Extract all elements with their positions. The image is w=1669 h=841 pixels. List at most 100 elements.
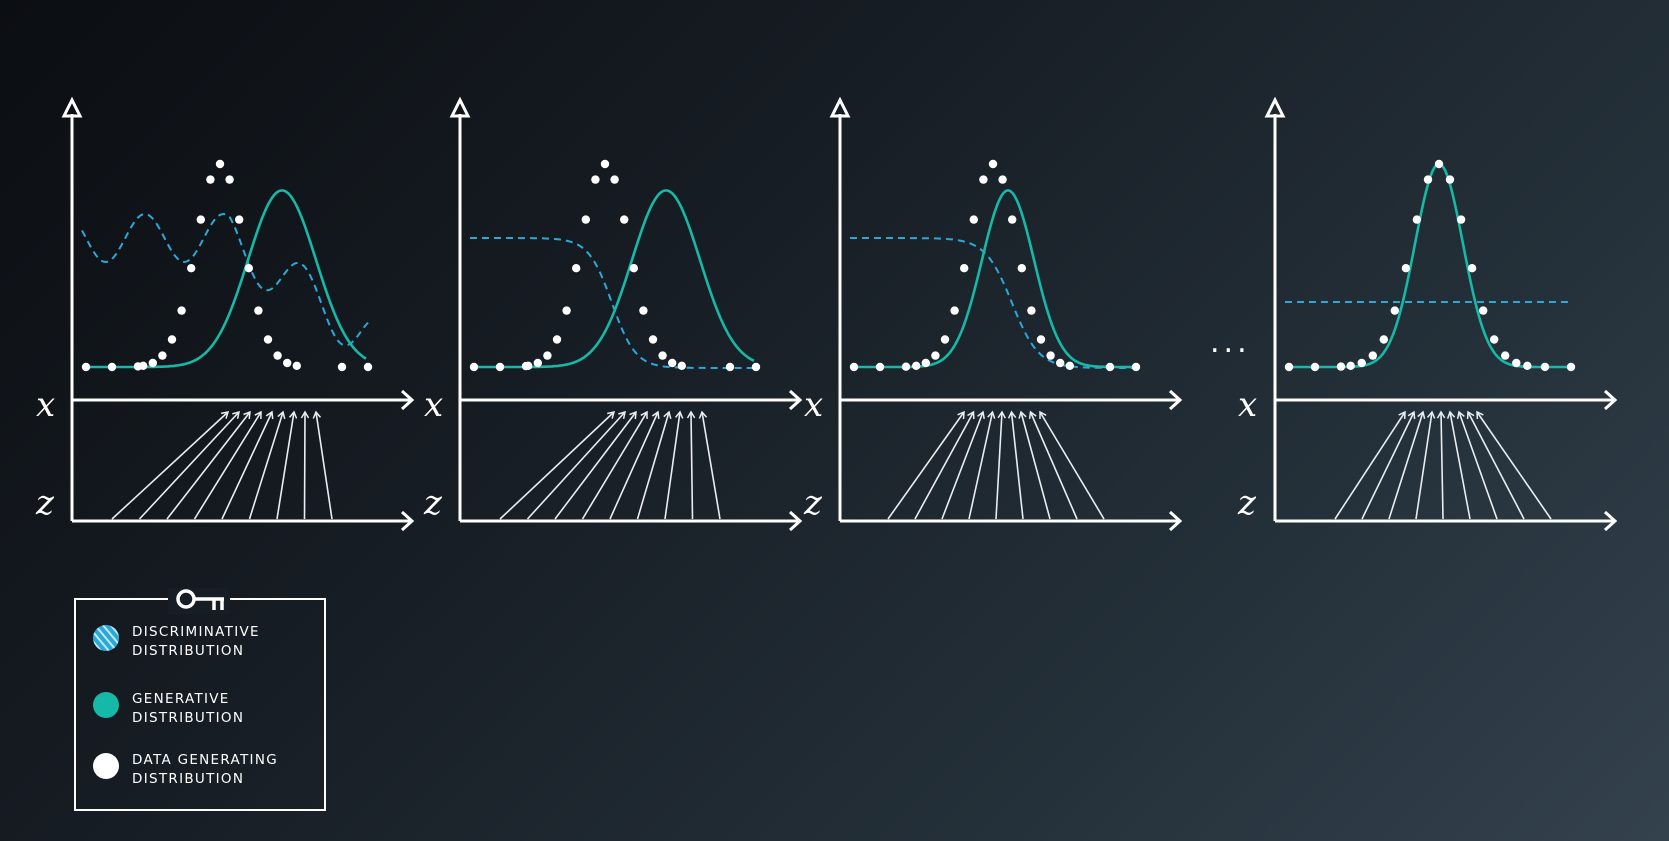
generative-curve	[86, 189, 367, 369]
z-axis-label: z	[423, 483, 443, 523]
mapping-arrowhead	[265, 410, 274, 420]
data-point	[81, 362, 91, 372]
mapping-arrowhead	[1028, 410, 1037, 419]
data-point	[600, 159, 610, 169]
axis-arrowhead	[400, 510, 415, 532]
mapping-arrowhead	[607, 410, 616, 419]
striped-circle-icon	[93, 625, 119, 651]
data-point	[1479, 306, 1488, 315]
data-point	[639, 306, 648, 315]
mapping-arrowhead	[1436, 410, 1446, 419]
solid-circle-icon	[93, 692, 119, 718]
data-point	[849, 362, 859, 372]
mapping-arrowhead	[663, 410, 672, 419]
mapping-arrowhead	[1426, 410, 1436, 419]
mapping-arrow	[526, 411, 626, 520]
legend-line-2: DISTRIBUTION	[132, 643, 244, 659]
mapping-arrow	[554, 411, 637, 520]
mapping-arrowhead	[675, 410, 684, 419]
data-point	[988, 159, 998, 169]
data-point	[107, 362, 117, 372]
mapping-arrow	[995, 411, 1003, 520]
mapping-arrow	[1415, 411, 1433, 520]
data-point	[1056, 358, 1065, 368]
data-point	[1512, 358, 1521, 368]
data-point	[901, 362, 911, 371]
mapping-arrowhead	[288, 410, 298, 419]
discriminative-curve	[470, 237, 756, 369]
data-point	[1368, 351, 1378, 360]
mapping-arrow	[636, 411, 670, 520]
mapping-arrowhead	[1007, 410, 1017, 419]
data-point	[273, 351, 282, 360]
data-point	[668, 358, 677, 368]
data-point	[1017, 264, 1026, 273]
data-point	[1346, 361, 1355, 370]
data-point	[469, 362, 479, 372]
plot-area	[829, 96, 1183, 532]
data-point	[969, 215, 978, 224]
data-point	[940, 335, 950, 344]
legend-line-2: DISTRIBUTION	[132, 710, 244, 726]
data-point	[591, 175, 600, 184]
mapping-arrowhead	[220, 411, 230, 419]
data-point	[1467, 264, 1477, 273]
data-point	[533, 358, 542, 368]
discriminative-curve	[81, 212, 369, 347]
data-point	[1379, 335, 1389, 344]
generative-curve	[854, 189, 1134, 369]
mapping-arrow	[111, 411, 229, 520]
key-icon	[168, 588, 230, 614]
mapping-arrowhead	[1476, 410, 1484, 420]
data-point	[524, 361, 533, 370]
data-point	[1390, 306, 1400, 315]
mapping-arrowhead	[1398, 410, 1406, 420]
axis-arrowhead	[1603, 389, 1618, 411]
legend-line-1: DISCRIMINATIVE	[132, 624, 260, 640]
mapping-arrow	[1388, 411, 1424, 520]
mapping-arrow	[138, 411, 240, 520]
data-point	[658, 351, 667, 360]
mapping-arrowhead	[967, 410, 975, 420]
mapping-arrow	[690, 411, 694, 520]
mapping-arrow	[914, 411, 975, 520]
mapping-arrow	[1449, 411, 1471, 520]
data-point	[1490, 335, 1499, 344]
mapping-arrow	[1476, 411, 1552, 520]
legend-item-generative: GENERATIVE DISTRIBUTION	[93, 691, 244, 726]
data-point	[225, 175, 234, 184]
data-point	[363, 362, 373, 372]
mapping-arrow	[303, 411, 306, 520]
data-point	[1501, 351, 1510, 360]
data-point	[1310, 362, 1320, 372]
panel-2: x z	[423, 96, 803, 532]
mapping-arrowhead	[957, 410, 965, 420]
data-point	[1284, 362, 1294, 372]
data-point	[562, 306, 571, 315]
mapping-arrow	[1029, 411, 1078, 520]
legend-line-2: DISTRIBUTION	[132, 771, 244, 787]
axis-arrowhead	[788, 389, 803, 411]
mapping-arrow	[193, 411, 262, 520]
data-point	[572, 264, 581, 273]
mapping-arrow	[1334, 411, 1406, 520]
data-point	[979, 175, 988, 184]
mapping-arrowhead	[277, 410, 286, 419]
data-point	[1456, 215, 1466, 224]
mapping-arrowhead	[1466, 410, 1475, 420]
mapping-arrowhead	[1039, 410, 1047, 419]
z-axis-label: z	[803, 483, 823, 523]
legend-item-data-generating: DATA GENERATING DISTRIBUTION	[93, 752, 277, 787]
panel-3: x z	[803, 96, 1183, 532]
data-point	[206, 175, 215, 184]
data-point	[495, 362, 505, 372]
mapping-arrowhead	[243, 410, 251, 420]
data-point	[1412, 215, 1422, 224]
data-point	[187, 264, 196, 273]
data-point	[177, 306, 186, 315]
data-point	[1046, 351, 1055, 360]
data-point	[950, 306, 959, 315]
data-point	[1423, 175, 1433, 184]
data-point	[1401, 264, 1411, 273]
z-axis-label: z	[1237, 483, 1257, 523]
